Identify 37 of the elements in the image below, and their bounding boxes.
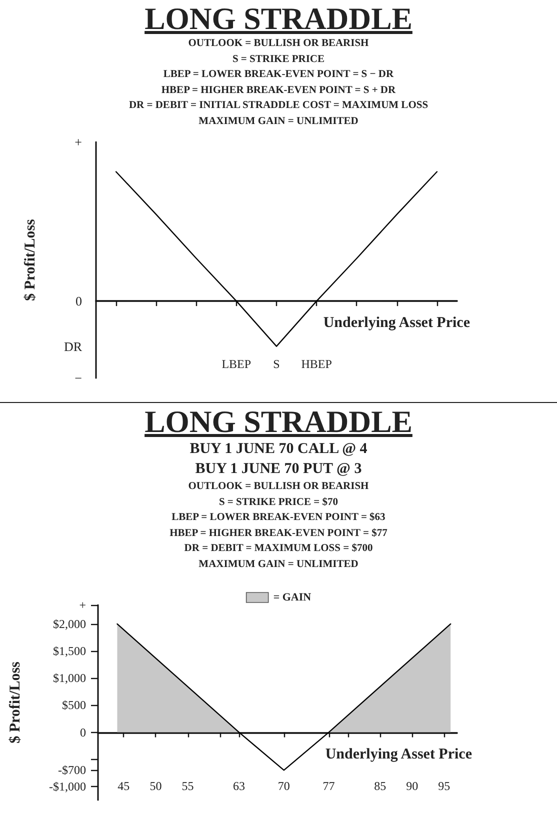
- text: MAXIMUM GAIN = UNLIMITED: [198, 558, 360, 572]
- y-tick-label: 0: [80, 725, 86, 740]
- y-axis-title: $ Profit/Loss: [22, 218, 38, 301]
- text: S = STRIKE PRICE = $70: [218, 496, 340, 510]
- y-tick-label: $1,500: [53, 644, 86, 658]
- text: DR: [64, 338, 82, 354]
- text: DR = DEBIT = MAXIMUM LOSS = $700: [183, 542, 374, 556]
- y-tick-label: -$700: [58, 763, 86, 778]
- y-tick-label: $2,000: [53, 616, 86, 631]
- chart-subtitle: OUTLOOK = BULLISH OR BEARISH S = STRIKE PRICE LBEP = LOWER BREAK-EVEN POINT = S − DR HBEP = HIGHER BREAK-EVEN POINT = S + DR DR = DEBIT = INITIAL STRADDLE COST = MAXIMUM LOSS MAXIMUM GAIN = UNLIMITED: [128, 37, 430, 128]
- x-tick-label: 45: [118, 779, 130, 793]
- x-tick-label: 63: [233, 779, 246, 793]
- legend-label: = GAIN: [273, 592, 312, 604]
- text: HBEP = HIGHER BREAK-EVEN POINT = $77: [168, 526, 388, 540]
- x-tick-label: LBEP: [222, 357, 252, 371]
- chart-title: LONG STRADDLE: [144, 0, 414, 36]
- y-tick-label: +: [79, 598, 86, 612]
- x-tick-label: 70: [278, 779, 290, 793]
- x-tick-label: 90: [406, 779, 418, 793]
- x-axis-title: Underlying Asset Price: [323, 315, 470, 332]
- text: LBEP = LOWER BREAK-EVEN POINT = $63: [170, 511, 386, 525]
- x-tick-label: 85: [374, 779, 386, 793]
- y-tick-label: -$1,000: [49, 779, 86, 794]
- x-tick-label: 50: [150, 779, 162, 793]
- chart-title: LONG STRADDLE: [144, 403, 414, 439]
- text: OUTLOOK = BULLISH OR BEARISH: [187, 480, 370, 494]
- text: −: [74, 370, 82, 386]
- x-axis-title: Underlying Asset Price: [325, 746, 472, 762]
- y-axis-title: $ Profit/Loss: [8, 661, 24, 744]
- x-tick-label: S: [273, 357, 280, 371]
- y-tick-label: $500: [62, 698, 86, 712]
- x-tick-label: 77: [322, 779, 335, 793]
- x-tick-label: 95: [438, 779, 450, 793]
- x-tick-label: 55: [182, 779, 194, 793]
- y-tick-label: $1,000: [53, 671, 86, 686]
- chart-subtitle: BUY 1 JUNE 70 CALL @ 4 BUY 1 JUNE 70 PUT @ 3: [188, 440, 368, 479]
- x-tick-label: HBEP: [301, 357, 332, 371]
